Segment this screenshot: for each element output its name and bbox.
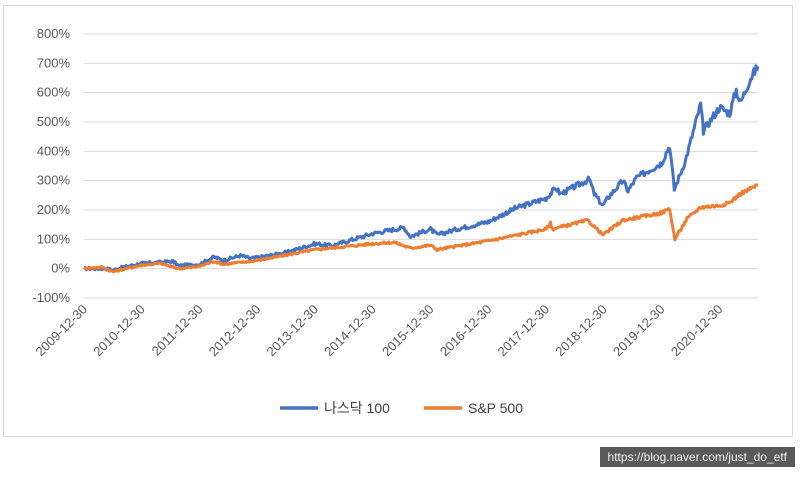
x-tick-label: 2013-12-30 bbox=[264, 302, 322, 360]
x-tick-label: 2015-12-30 bbox=[379, 302, 437, 360]
legend-label: S&P 500 bbox=[468, 400, 523, 416]
y-tick-label: 500% bbox=[37, 114, 71, 129]
watermark-url: https://blog.naver.com/just_do_etf bbox=[599, 447, 795, 467]
y-tick-label: 800% bbox=[37, 26, 71, 41]
x-axis-ticks: 2009-12-30 2010-12-30 2011-12-30 2012-12-30… bbox=[32, 302, 725, 360]
y-tick-label: 300% bbox=[37, 173, 71, 188]
series-line-1 bbox=[82, 183, 759, 274]
y-axis-ticks: 800% 700% 600% 500% 400% 300% 200% 100% 0% -100% bbox=[32, 26, 70, 305]
gridlines bbox=[84, 33, 758, 299]
chart: 800%700%600%500%400%300%200%100%0%-100% … bbox=[32, 26, 760, 416]
legend: 나스닥 100 S&P 500 bbox=[280, 400, 523, 416]
y-tick-label: 100% bbox=[37, 231, 71, 246]
x-tick-label: 2014-12-30 bbox=[321, 302, 379, 360]
y-tick-label: -100% bbox=[32, 290, 70, 305]
series-line-0 bbox=[83, 64, 760, 273]
y-tick-label: 200% bbox=[37, 202, 71, 217]
y-tick-label: 0% bbox=[51, 261, 70, 276]
series-lines bbox=[82, 64, 760, 274]
chart-frame: 800% 700% 600% 500% 400% 300% 200% 100% 0% -100% … bbox=[3, 5, 793, 437]
y-tick-label: 400% bbox=[37, 143, 71, 158]
x-tick-label: 2012-12-30 bbox=[206, 302, 264, 360]
y-tick-label: 600% bbox=[37, 85, 71, 100]
x-tick-label: 2018-12-30 bbox=[552, 302, 610, 360]
y-tick-label: 700% bbox=[37, 55, 71, 70]
x-tick-label: 2020-12-30 bbox=[668, 302, 726, 360]
x-tick-label: 2016-12-30 bbox=[437, 302, 495, 360]
x-tick-label: 2010-12-30 bbox=[90, 302, 148, 360]
x-tick-label: 2017-12-30 bbox=[495, 302, 553, 360]
legend-label: 나스닥 100 bbox=[324, 400, 390, 416]
x-tick-label: 2009-12-30 bbox=[32, 302, 90, 360]
x-tick-label: 2011-12-30 bbox=[149, 302, 206, 359]
x-tick-label: 2019-12-30 bbox=[610, 302, 668, 360]
